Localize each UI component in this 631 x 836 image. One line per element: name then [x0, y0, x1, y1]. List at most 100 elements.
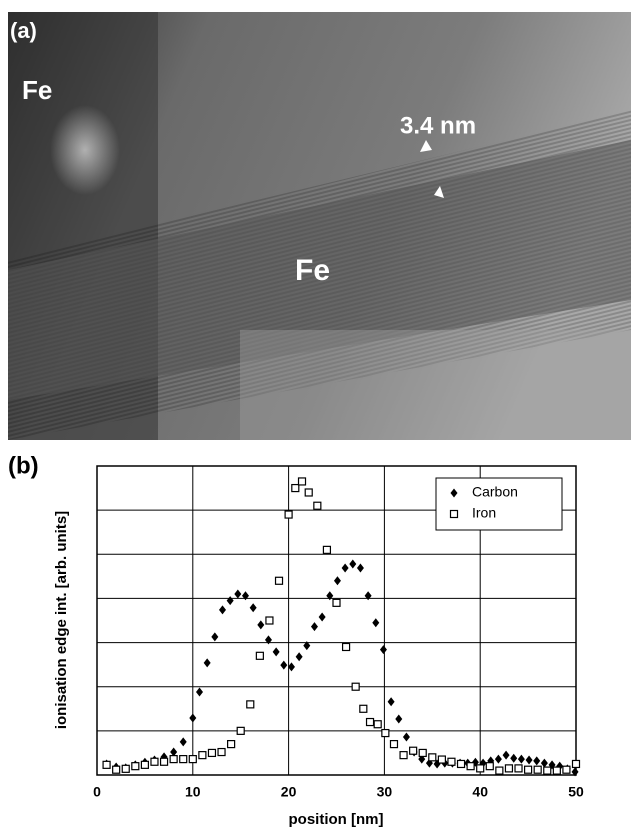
- data-point: [540, 758, 548, 768]
- tem-image: [8, 12, 631, 440]
- data-point: [373, 720, 382, 729]
- data-point: [207, 748, 217, 758]
- data-point: [389, 739, 399, 749]
- data-point: [485, 762, 494, 771]
- data-point: [265, 616, 274, 625]
- data-point: [196, 687, 204, 697]
- data-point: [234, 589, 242, 599]
- data-point: [428, 753, 437, 762]
- data-point: [284, 510, 293, 519]
- data-point: [211, 632, 219, 642]
- x-tick-label: 0: [93, 784, 101, 800]
- data-point: [402, 732, 410, 742]
- legend-marker: [450, 488, 458, 498]
- data-point: [241, 591, 249, 601]
- data-point: [359, 704, 368, 713]
- data-point: [159, 757, 169, 766]
- data-point: [170, 747, 178, 757]
- data-point: [313, 501, 322, 510]
- data-point: [409, 746, 418, 755]
- data-point: [571, 767, 579, 777]
- data-point: [131, 762, 140, 771]
- data-point: [447, 757, 456, 766]
- data-point: [571, 759, 581, 769]
- data-point: [272, 647, 280, 657]
- data-point: [226, 596, 234, 606]
- data-point: [387, 697, 395, 707]
- data-point: [322, 545, 332, 554]
- y-axis-label: ionisation edge int. [arb. units]: [53, 511, 70, 729]
- data-point: [326, 591, 334, 601]
- data-point: [218, 605, 226, 615]
- x-tick-label: 40: [472, 784, 488, 800]
- data-point: [552, 766, 561, 775]
- data-point: [310, 622, 318, 632]
- data-point: [399, 751, 408, 760]
- legend-label: Iron: [472, 505, 496, 521]
- data-point: [189, 713, 197, 723]
- data-point: [203, 658, 211, 668]
- data-point: [304, 488, 313, 497]
- data-point: [280, 660, 288, 670]
- data-point: [249, 603, 257, 613]
- data-point: [379, 645, 387, 655]
- data-point: [169, 755, 178, 764]
- x-tick-label: 50: [568, 784, 584, 800]
- data-point: [517, 754, 525, 764]
- data-point: [533, 765, 542, 774]
- data-point: [437, 755, 446, 764]
- data-point: [246, 700, 255, 709]
- data-point: [364, 591, 372, 601]
- data-point: [102, 760, 111, 769]
- data-point: [504, 764, 514, 773]
- data-point: [525, 755, 533, 765]
- data-point: [264, 635, 272, 645]
- data-point: [257, 620, 265, 630]
- image-label: 3.4 nm: [400, 112, 476, 139]
- data-point: [456, 759, 466, 769]
- data-point: [179, 755, 188, 764]
- data-point: [533, 756, 541, 766]
- data-point: [333, 576, 341, 586]
- data-point: [297, 477, 307, 486]
- data-point: [227, 739, 236, 749]
- data-point: [349, 559, 357, 569]
- data-point: [287, 662, 295, 672]
- data-point: [295, 652, 303, 662]
- data-point: [217, 747, 226, 757]
- data-point: [523, 765, 533, 774]
- data-point: [365, 717, 375, 727]
- data-point: [395, 714, 403, 724]
- x-tick-label: 20: [281, 784, 297, 800]
- data-point: [291, 483, 300, 493]
- data-point: [255, 651, 264, 660]
- data-point: [318, 612, 326, 622]
- data-point: [466, 762, 475, 771]
- legend-marker: [449, 509, 459, 519]
- data-point: [381, 728, 390, 738]
- data-point: [236, 726, 245, 735]
- data-point: [332, 598, 341, 607]
- image-label: Fe: [22, 75, 52, 105]
- legend-label: Carbon: [472, 484, 518, 500]
- data-point: [502, 750, 510, 760]
- data-point: [418, 748, 427, 758]
- x-tick-label: 30: [377, 784, 393, 800]
- data-point: [150, 757, 159, 766]
- data-point: [112, 765, 121, 774]
- panel-label: (b): [8, 452, 39, 479]
- data-point: [495, 766, 504, 775]
- data-point: [494, 754, 502, 764]
- data-point: [341, 642, 351, 652]
- data-point: [514, 764, 523, 773]
- data-point: [198, 751, 207, 760]
- data-point: [179, 737, 187, 747]
- panel-label: (a): [10, 18, 37, 43]
- data-point: [341, 563, 349, 573]
- data-point: [510, 753, 518, 763]
- data-point: [562, 765, 571, 774]
- x-axis-label: position [nm]: [289, 811, 384, 828]
- data-point: [274, 576, 284, 585]
